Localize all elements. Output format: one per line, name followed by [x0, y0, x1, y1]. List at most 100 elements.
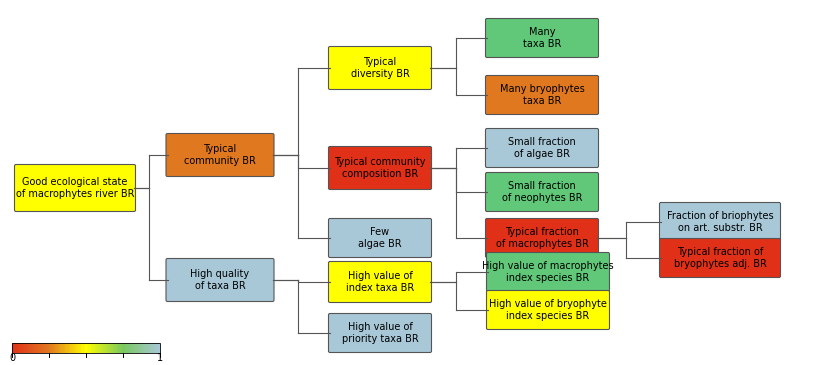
Bar	[17, 343, 18, 353]
FancyBboxPatch shape	[486, 19, 598, 58]
FancyBboxPatch shape	[486, 76, 598, 115]
Bar	[112, 343, 113, 353]
Bar	[30, 343, 32, 353]
Bar	[29, 343, 31, 353]
Bar	[42, 343, 44, 353]
FancyBboxPatch shape	[486, 173, 598, 211]
Bar	[145, 343, 147, 353]
Text: High value of
index taxa BR: High value of index taxa BR	[346, 271, 414, 293]
Bar	[71, 343, 73, 353]
Bar	[149, 343, 150, 353]
Bar	[72, 343, 74, 353]
Bar	[158, 343, 160, 353]
Bar	[19, 343, 21, 353]
Bar	[117, 343, 118, 353]
Bar	[21, 343, 23, 353]
Bar	[159, 343, 160, 353]
Bar	[108, 343, 110, 353]
FancyBboxPatch shape	[486, 128, 598, 168]
Bar	[13, 343, 15, 353]
Bar	[124, 343, 126, 353]
Bar	[16, 343, 18, 353]
Bar	[77, 343, 79, 353]
Bar	[116, 343, 118, 353]
Bar	[22, 343, 24, 353]
Bar	[55, 343, 57, 353]
Bar	[96, 343, 97, 353]
FancyBboxPatch shape	[486, 219, 598, 257]
Bar	[118, 343, 120, 353]
FancyBboxPatch shape	[14, 165, 135, 211]
Text: Many
taxa BR: Many taxa BR	[522, 27, 561, 49]
Bar	[132, 343, 134, 353]
Bar	[101, 343, 102, 353]
Bar	[35, 343, 37, 353]
Bar	[100, 343, 102, 353]
Bar	[54, 343, 55, 353]
Bar	[82, 343, 84, 353]
Text: High quality
of taxa BR: High quality of taxa BR	[191, 269, 249, 291]
Bar	[12, 343, 160, 353]
FancyBboxPatch shape	[166, 134, 274, 177]
Bar	[153, 343, 155, 353]
Bar	[92, 343, 94, 353]
Bar	[146, 343, 148, 353]
Bar	[61, 343, 63, 353]
Bar	[46, 343, 48, 353]
Bar	[93, 343, 95, 353]
Bar	[53, 343, 55, 353]
Bar	[33, 343, 34, 353]
FancyBboxPatch shape	[659, 238, 780, 277]
Text: 1: 1	[157, 353, 163, 363]
Bar	[144, 343, 145, 353]
Text: Small fraction
of algae BR: Small fraction of algae BR	[508, 137, 576, 159]
FancyBboxPatch shape	[659, 203, 780, 242]
Bar	[48, 343, 50, 353]
Bar	[39, 343, 41, 353]
Bar	[109, 343, 111, 353]
Text: Good ecological state
of macrophytes river BR: Good ecological state of macrophytes riv…	[16, 177, 134, 199]
Bar	[60, 343, 62, 353]
Bar	[76, 343, 78, 353]
Text: Many bryophytes
taxa BR: Many bryophytes taxa BR	[500, 84, 585, 106]
FancyBboxPatch shape	[328, 146, 432, 189]
Bar	[80, 343, 81, 353]
Bar	[155, 343, 157, 353]
Bar	[148, 343, 150, 353]
Bar	[135, 343, 137, 353]
Bar	[24, 343, 25, 353]
FancyBboxPatch shape	[328, 219, 432, 257]
Bar	[125, 343, 127, 353]
Bar	[102, 343, 104, 353]
Bar	[134, 343, 136, 353]
Bar	[81, 343, 83, 353]
Bar	[85, 343, 87, 353]
Bar	[43, 343, 45, 353]
Bar	[50, 343, 52, 353]
Bar	[28, 343, 29, 353]
Text: Typical community
composition BR: Typical community composition BR	[334, 157, 426, 179]
Bar	[91, 343, 92, 353]
Bar	[123, 343, 124, 353]
Bar	[83, 343, 86, 353]
Bar	[137, 343, 139, 353]
Bar	[86, 343, 87, 353]
Bar	[59, 343, 60, 353]
Bar	[12, 343, 13, 353]
Bar	[44, 343, 46, 353]
FancyBboxPatch shape	[328, 46, 432, 89]
Bar	[103, 343, 105, 353]
Bar	[129, 343, 131, 353]
Bar	[111, 343, 113, 353]
Bar	[138, 343, 139, 353]
Bar	[25, 343, 27, 353]
Bar	[69, 343, 71, 353]
Bar	[18, 343, 20, 353]
Bar	[88, 343, 90, 353]
Bar	[113, 343, 115, 353]
Bar	[119, 343, 121, 353]
Bar	[45, 343, 47, 353]
Bar	[128, 343, 129, 353]
Text: Small fraction
of neophytes BR: Small fraction of neophytes BR	[501, 181, 582, 203]
Text: High value of macrophytes
index species BR: High value of macrophytes index species …	[482, 261, 614, 283]
